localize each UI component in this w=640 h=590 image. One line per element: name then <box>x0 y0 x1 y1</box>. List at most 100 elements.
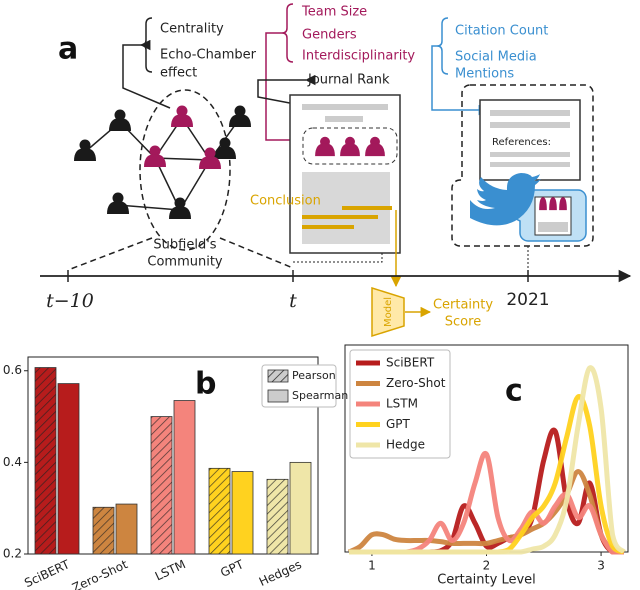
label: Echo-Chamber <box>160 48 257 63</box>
label: effect <box>160 66 197 81</box>
paper-line <box>490 162 570 167</box>
person-body <box>549 197 557 211</box>
connector <box>293 253 383 263</box>
x-tick-label: LSTM <box>153 557 188 583</box>
label: Certainty <box>433 298 493 313</box>
connector <box>257 74 316 105</box>
y-tick-label: 0.4 <box>3 455 22 469</box>
person-body <box>340 143 360 157</box>
bar <box>115 503 138 555</box>
paper-line <box>302 104 388 110</box>
bar <box>173 400 196 555</box>
bar-hatch <box>151 416 172 554</box>
connector <box>122 39 171 109</box>
person-head <box>114 109 126 121</box>
panel-label: c <box>505 374 523 409</box>
legend-label: Zero-Shot <box>386 376 446 390</box>
label: References: <box>492 137 551 148</box>
density-line <box>347 469 625 555</box>
label: Interdisciplinarity <box>302 49 415 64</box>
label: Genders <box>302 28 357 43</box>
person-body <box>559 197 567 211</box>
connector <box>67 237 153 271</box>
paper-line <box>302 215 378 219</box>
label: Centrality <box>160 22 224 37</box>
paper-line <box>342 206 392 210</box>
legend-label: SciBERT <box>386 356 435 370</box>
label: Conclusion <box>250 194 321 209</box>
legend-label: GPT <box>386 417 411 431</box>
person-head <box>79 139 91 151</box>
person-body <box>144 154 166 167</box>
label: Journal Rank <box>307 73 390 88</box>
paper-line <box>490 122 570 128</box>
x-tick-label: Hedges <box>257 557 304 589</box>
label: Citation Count <box>455 24 548 39</box>
legend-swatch <box>267 389 289 403</box>
legend-label: Pearson <box>292 369 336 382</box>
x-tick-label: GPT <box>218 557 246 580</box>
paper-line <box>302 225 354 229</box>
label: Team Size <box>301 5 367 20</box>
label: Model <box>383 297 394 327</box>
label: Social Media <box>455 50 537 65</box>
person-head <box>174 197 186 209</box>
person-body <box>171 114 193 127</box>
connector <box>431 45 490 116</box>
person-body <box>169 206 191 219</box>
paper-line <box>325 116 363 122</box>
person-body <box>315 143 335 157</box>
model <box>371 286 405 338</box>
person-body <box>214 146 236 159</box>
person-body <box>199 156 221 169</box>
panel-a: a Centrality Echo-Chamber effect Team Si… <box>40 3 632 338</box>
label: Subfield's <box>153 238 216 253</box>
person-head <box>219 137 231 149</box>
panel-label: b <box>195 367 216 402</box>
legend-label: Spearman <box>292 389 348 402</box>
x-tick-label: Zero-Shot <box>70 557 130 590</box>
person-body <box>109 118 131 131</box>
label: Mentions <box>455 67 514 82</box>
person-body <box>107 201 129 214</box>
bar <box>57 383 80 555</box>
brace <box>281 3 294 63</box>
brace <box>140 17 153 73</box>
connector <box>219 237 294 269</box>
connector <box>265 32 304 146</box>
person-head <box>234 105 246 117</box>
paper-line <box>538 222 568 232</box>
twitter-bird <box>470 173 541 226</box>
legend-label: Hedge <box>386 438 425 452</box>
bar-hatch <box>267 479 288 554</box>
x-axis-label: Certainty Level <box>437 573 536 588</box>
bar-hatch <box>35 367 56 554</box>
panel-label: a <box>58 32 78 67</box>
timeline-label: 2021 <box>506 290 549 310</box>
density-line <box>349 365 627 555</box>
y-tick-label: 0.6 <box>3 363 22 377</box>
x-tick-label: SciBERT <box>22 557 72 590</box>
person-head <box>149 145 161 157</box>
bar <box>231 471 254 555</box>
y-tick-label: 0.2 <box>3 547 22 561</box>
person-body <box>365 143 385 157</box>
label: Score <box>445 315 481 330</box>
brace <box>436 17 449 75</box>
community <box>139 89 231 251</box>
paper-line <box>490 110 570 116</box>
bar-hatch <box>209 468 230 554</box>
bar-hatch <box>93 507 114 554</box>
legend-hatch <box>268 370 288 382</box>
bar <box>289 461 312 555</box>
person-body <box>539 197 547 211</box>
social-box <box>451 84 594 247</box>
person-head <box>176 105 188 117</box>
timeline-label: t <box>289 290 297 312</box>
label: Community <box>147 255 223 270</box>
timeline-label: t−10 <box>46 290 94 312</box>
person-body <box>229 114 251 127</box>
paper-line <box>490 152 570 157</box>
x-tick-label: 1 <box>368 559 376 573</box>
